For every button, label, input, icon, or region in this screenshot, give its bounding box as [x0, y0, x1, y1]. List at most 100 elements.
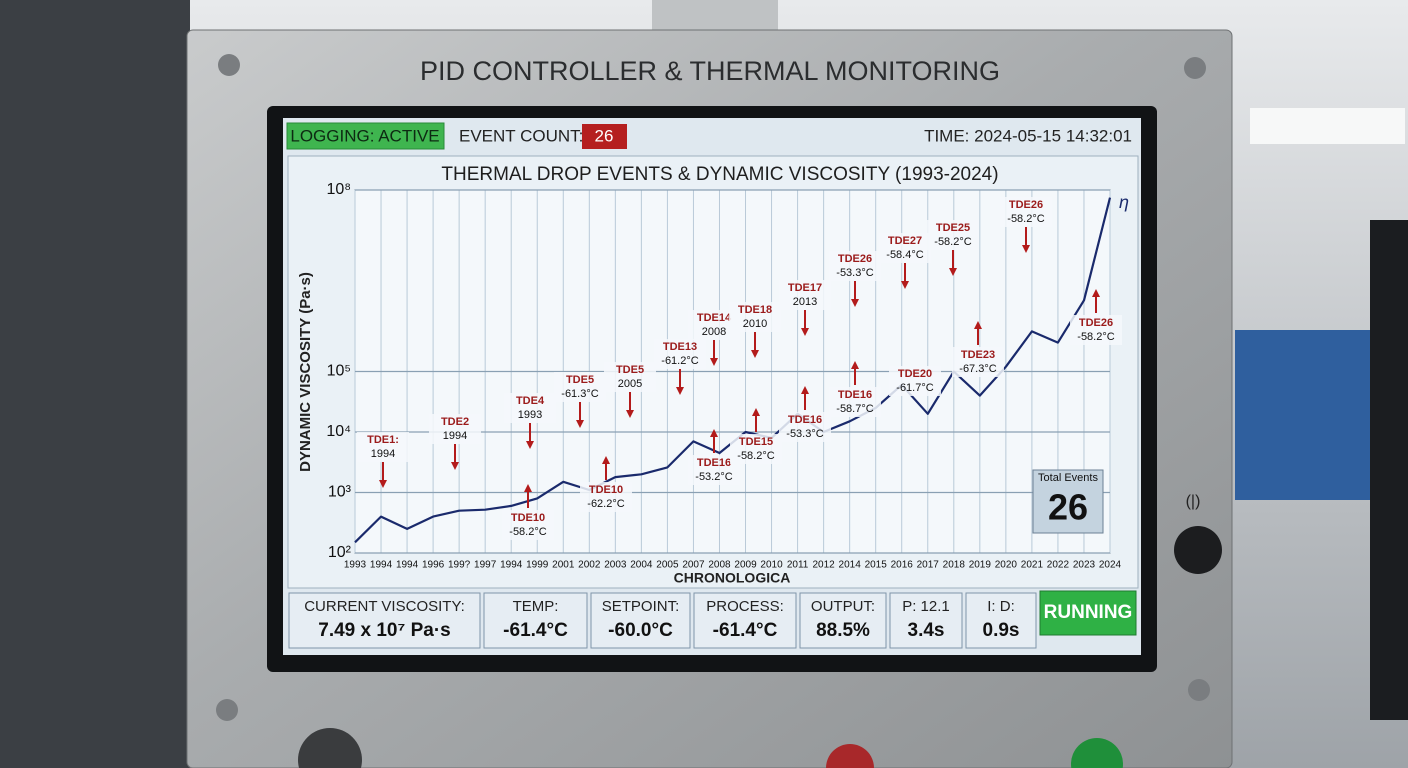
readout-value: -60.0°C — [608, 620, 673, 641]
x-tick-label: 1994 — [500, 560, 523, 571]
annotation-bg — [952, 347, 1004, 377]
readout-label: TEMP: — [513, 598, 559, 615]
screw — [1184, 57, 1206, 79]
chart-title: THERMAL DROP EVENTS & DYNAMIC VISCOSITY … — [441, 164, 998, 185]
x-tick-label: 1996 — [422, 560, 445, 571]
annotation-detail: -58.4°C — [886, 249, 923, 261]
annotation-bg — [554, 372, 606, 402]
annotation-arrowhead — [710, 358, 718, 366]
annotation-bg — [357, 432, 409, 462]
annotation-arrowhead — [801, 328, 809, 336]
conduit — [652, 0, 778, 32]
y-tick-label: 10² — [328, 544, 352, 561]
annotation-detail: 1994 — [371, 448, 395, 460]
annotation-detail: 2010 — [743, 318, 767, 330]
annotation-name: TDE5 — [566, 374, 594, 386]
button[interactable] — [826, 744, 874, 768]
annotation-arrowhead — [626, 410, 634, 418]
annotation-arrowhead — [974, 321, 982, 329]
x-tick-label: 1999 — [526, 560, 549, 571]
annotation-name: TDE10 — [589, 484, 623, 496]
annotation-bg — [879, 233, 931, 263]
readout-label: SETPOINT: — [602, 598, 680, 615]
readout-label: CURRENT VISCOSITY: — [304, 598, 465, 615]
annotation-bg — [580, 482, 632, 512]
annotation-bg — [654, 339, 706, 369]
series-symbol: η — [1119, 192, 1129, 212]
x-tick-label: 2007 — [682, 560, 705, 571]
annotation-arrowhead — [1092, 289, 1100, 297]
event-annotation: TDE1: 1994 — [357, 432, 409, 488]
annotation-detail: -58.2°C — [934, 236, 971, 248]
x-tick-label: 199? — [448, 560, 471, 571]
x-tick-label: 2004 — [630, 560, 653, 571]
event-annotation: TDE26 -58.2°C — [1000, 197, 1052, 253]
x-tick-label: 2009 — [734, 560, 757, 571]
event-count: 26 — [595, 126, 614, 145]
event-annotation: TDE18 2010 — [729, 302, 781, 358]
x-tick-label: 2003 — [604, 560, 627, 571]
x-tick-label: 2002 — [578, 560, 601, 571]
event-annotation: TDE10 -58.2°C — [502, 484, 554, 540]
annotation-arrowhead — [901, 281, 909, 289]
button[interactable] — [1071, 738, 1123, 768]
x-tick-label: 2018 — [943, 560, 966, 571]
event-count-badge — [582, 124, 627, 149]
event-annotation: TDE10 -62.2°C — [580, 456, 632, 512]
annotation-name: TDE13 — [663, 341, 697, 353]
annotation-name: TDE18 — [738, 304, 772, 316]
annotation-arrowhead — [851, 361, 859, 369]
screw — [1188, 679, 1210, 701]
annotation-arrowhead — [801, 386, 809, 394]
annotation-arrowhead — [851, 299, 859, 307]
annotation-name: TDE17 — [788, 282, 822, 294]
x-tick-label: 2022 — [1047, 560, 1070, 571]
annotation-detail: -53.3°C — [836, 267, 873, 279]
side-monitor — [1370, 220, 1408, 720]
annotation-bg — [829, 387, 881, 417]
annotation-detail: -61.3°C — [561, 388, 598, 400]
x-tick-label: 2021 — [1021, 560, 1044, 571]
annotation-bg — [1070, 315, 1122, 345]
annotation-arrowhead — [752, 408, 760, 416]
power-symbol: (|) — [1186, 493, 1201, 510]
x-tick-label: 2017 — [917, 560, 940, 571]
x-tick-label: 2005 — [656, 560, 679, 571]
readout-box — [288, 592, 481, 649]
knob[interactable] — [1174, 526, 1222, 574]
annotation-detail: -67.3°C — [959, 363, 996, 375]
event-annotation: TDE16 -58.7°C — [829, 361, 881, 417]
annotation-name: TDE26 — [838, 253, 872, 265]
readout-box — [965, 592, 1037, 649]
screw — [216, 699, 238, 721]
event-annotation: TDE15 -58.2°C — [730, 408, 782, 464]
annotation-arrowhead — [676, 387, 684, 395]
run-state-badge[interactable] — [1039, 590, 1137, 636]
button[interactable] — [298, 728, 362, 768]
annotation-bg — [504, 393, 556, 423]
annotation-arrowhead — [451, 462, 459, 470]
x-tick-label: 2001 — [552, 560, 575, 571]
annotation-detail: 2013 — [793, 296, 817, 308]
annotation-bg — [604, 362, 656, 392]
annotation-bg — [730, 434, 782, 464]
annotation-detail: -62.2°C — [587, 498, 624, 510]
annotation-detail: 1994 — [443, 430, 467, 442]
annotation-arrowhead — [576, 420, 584, 428]
x-tick-label: 1993 — [344, 560, 367, 571]
run-state: RUNNING — [1044, 602, 1133, 623]
event-annotation: TDE23 -67.3°C — [952, 321, 1004, 377]
plot-area: 1993 1994 1994 1996 199? 1997 1994 1999 2001 2002… — [326, 181, 1122, 571]
event-annotation: TDE13 -61.2°C — [654, 339, 706, 395]
event-annotation: TDE17 2013 — [779, 280, 831, 336]
x-tick-label: 2020 — [995, 560, 1018, 571]
readout-value: 7.49 x 10⁷ Pa·s — [318, 620, 451, 641]
annotation-arrowhead — [379, 480, 387, 488]
x-tick-label: 1994 — [396, 560, 419, 571]
annotation-detail: -58.2°C — [737, 450, 774, 462]
event-annotation: TDE5 -61.3°C — [554, 372, 606, 428]
annotation-detail: -58.2°C — [509, 526, 546, 538]
annotation-detail: 1993 — [518, 409, 542, 421]
annotation-detail: -53.2°C — [695, 471, 732, 483]
clock: TIME: 2024-05-15 14:32:01 — [924, 126, 1132, 145]
